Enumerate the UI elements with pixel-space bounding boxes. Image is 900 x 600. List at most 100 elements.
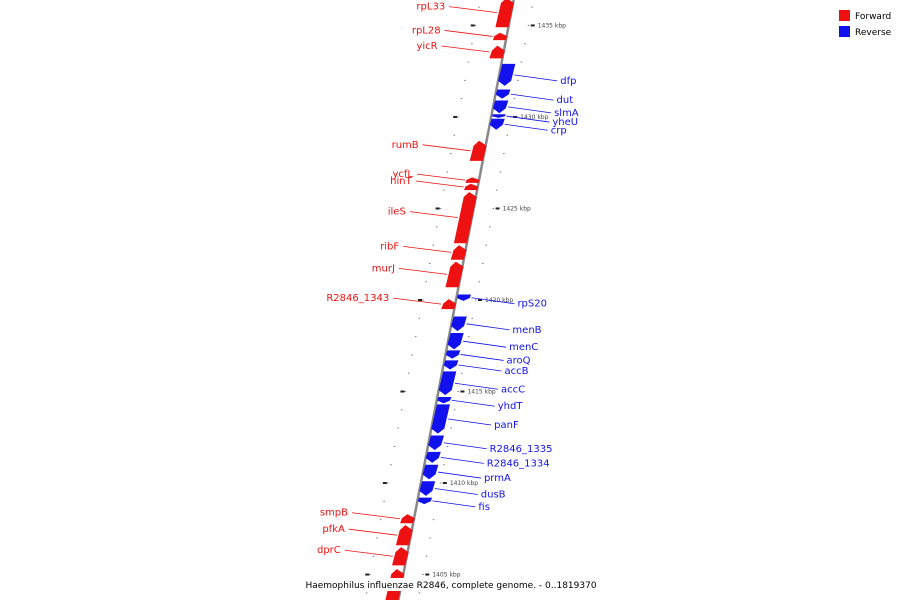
gene-leader-line: [432, 500, 476, 508]
gene-dusB-arrow: [419, 481, 436, 496]
minor-tick: [418, 317, 420, 319]
minor-tick: [386, 482, 389, 484]
major-tick-left: [453, 115, 458, 118]
gene-label-ycfL: ycfL: [393, 169, 414, 180]
minor-tick: [524, 43, 526, 45]
gene-label-dut: dut: [557, 95, 574, 106]
gene-leader-line: [463, 340, 507, 348]
minor-tick: [467, 61, 470, 63]
minor-tick: [478, 281, 481, 283]
minor-tick: [531, 6, 533, 8]
minor-tick: [397, 427, 399, 429]
minor-tick: [439, 207, 442, 209]
minor-ticks: [365, 6, 533, 594]
minor-tick: [443, 464, 445, 466]
gene-R2846_1334-arrow: [425, 451, 441, 463]
gene-leader-line: [460, 354, 504, 361]
gene-hinT-arrow: [464, 183, 479, 191]
gene-rpL28-arrow: [492, 32, 508, 41]
gene-rpL33-arrow: [495, 0, 514, 28]
gene-leader-line: [508, 106, 552, 114]
tick-label: 1410 kbp: [450, 480, 478, 487]
minor-tick: [422, 574, 424, 576]
minor-tick: [453, 409, 456, 411]
gene-label-prmA: prmA: [484, 473, 511, 484]
major-tick-left: [435, 207, 440, 210]
map-caption: Haemophilus influenzae R2846, complete g…: [305, 581, 596, 591]
gene-label-accC: accC: [501, 384, 525, 395]
gene-accB-arrow: [443, 360, 459, 370]
gene-leader-line: [409, 211, 458, 219]
minor-tick: [407, 372, 410, 374]
legend: Forward Reverse: [839, 10, 892, 38]
minor-tick: [457, 116, 459, 118]
minor-tick: [485, 244, 488, 246]
gene-label-accB: accB: [505, 366, 529, 377]
minor-tick: [478, 6, 480, 8]
gene-leader-line: [403, 246, 452, 253]
gene-label-R2846_1335: R2846_1335: [490, 444, 553, 455]
minor-tick: [429, 262, 431, 264]
tick-label: 1415 kbp: [467, 389, 495, 396]
minor-tick: [425, 555, 428, 557]
minor-tick: [506, 134, 509, 136]
gene-label-slmA: slmA: [554, 108, 579, 119]
gene-label-smpB: smpB: [320, 508, 348, 519]
gene-dprC-arrow: [392, 547, 409, 566]
gene-label-yheU: yheU: [552, 117, 578, 128]
tick-label: 1425 kbp: [503, 205, 531, 212]
gene-smpB-arrow: [400, 514, 415, 524]
gene-leader-line: [458, 364, 502, 372]
gene-label-dfp: dfp: [560, 76, 576, 87]
gene-label-hinT: hinT: [390, 176, 412, 187]
minor-tick: [446, 445, 449, 447]
minor-tick: [436, 226, 438, 228]
minor-tick: [372, 555, 375, 557]
gene-label-rumB: rumB: [392, 140, 419, 151]
minor-tick: [400, 409, 403, 411]
gene-ileS-arrow: [453, 192, 477, 244]
gene-features: [385, 0, 516, 600]
gene-label-menC: menC: [509, 342, 538, 353]
minor-tick: [527, 24, 530, 26]
minor-tick: [471, 43, 473, 45]
gene-rumB-arrow: [469, 140, 487, 161]
gene-label-yhdT: yhdT: [498, 401, 524, 412]
minor-tick: [422, 299, 424, 301]
minor-tick: [379, 519, 382, 521]
minor-tick: [369, 574, 371, 576]
gene-leader-line: [448, 418, 492, 426]
gene-accC-arrow: [438, 371, 457, 396]
gene-leader-line: [443, 442, 487, 450]
minor-tick: [414, 336, 417, 338]
major-tick-right: [442, 482, 447, 485]
minor-tick: [474, 24, 477, 26]
gene-leader-line: [348, 528, 397, 536]
minor-tick: [404, 391, 406, 393]
gene-leader-line: [437, 471, 482, 479]
gene-leader-line: [415, 180, 464, 188]
gene-leader-line: [344, 549, 393, 557]
minor-tick: [432, 244, 435, 246]
minor-tick: [418, 592, 421, 594]
minor-tick: [457, 391, 459, 393]
gene-label-ileS: ileS: [388, 207, 406, 218]
gene-label-fis: fis: [478, 502, 490, 513]
minor-tick: [471, 317, 473, 319]
gene-label-aroQ: aroQ: [507, 355, 531, 366]
minor-tick: [390, 464, 392, 466]
gene-leader-line: [441, 45, 490, 53]
gene-label-menB: menB: [512, 325, 541, 336]
minor-tick: [499, 171, 502, 173]
minor-tick: [383, 500, 385, 502]
gene-label-dusB: dusB: [481, 490, 506, 501]
minor-tick: [429, 537, 431, 539]
gene-leader-line: [351, 512, 401, 520]
gene-label-crp: crp: [551, 125, 567, 136]
gene-yicR-arrow: [489, 45, 505, 59]
major-tick-right: [425, 573, 430, 576]
minor-tick: [453, 134, 456, 136]
gene-label-panF: panF: [494, 420, 519, 431]
minor-tick: [517, 79, 519, 81]
